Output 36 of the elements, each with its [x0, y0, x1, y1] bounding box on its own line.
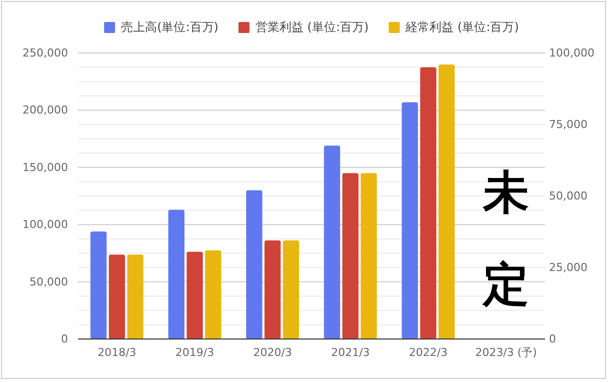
- y-tick-label: 0: [61, 332, 68, 346]
- y-tick-label: 50,000: [30, 275, 68, 288]
- bar: [342, 173, 359, 339]
- bar: [186, 252, 203, 339]
- y2-tick-label: 50,000: [549, 190, 588, 203]
- annotation: 未定: [482, 165, 530, 311]
- bar: [438, 64, 455, 339]
- legend-label: 経常利益 (単位:百万): [404, 20, 519, 34]
- legend-label: 売上高(単位:百万): [121, 20, 218, 34]
- x-tick-label: 2019/3: [175, 346, 214, 359]
- y-tick-label: 150,000: [22, 160, 68, 174]
- y2-tick-label: 25,000: [549, 261, 588, 274]
- bar: [402, 102, 418, 339]
- bar: [282, 240, 300, 339]
- bar: [205, 250, 222, 339]
- y-tick-label: 100,000: [22, 218, 68, 232]
- x-tick-label: 2022/3: [408, 346, 448, 359]
- legend-label: 営業利益 (単位:百万): [255, 20, 369, 34]
- bar: [420, 67, 436, 339]
- x-tick-label: 2023/3 (予): [475, 346, 537, 359]
- bar: [127, 254, 144, 339]
- bar: [108, 254, 126, 339]
- bar: [90, 231, 107, 339]
- bar: [264, 240, 281, 339]
- y-tick-label: 250,000: [22, 46, 68, 60]
- x-tick-label: 2020/3: [253, 346, 292, 359]
- x-tick-label: 2021/3: [331, 346, 370, 359]
- y2-tick-label: 0: [549, 332, 556, 346]
- y-tick-label: 200,000: [22, 104, 68, 117]
- bar: [324, 146, 340, 339]
- y2-tick-label: 75,000: [549, 118, 588, 132]
- bar: [168, 210, 184, 339]
- bar: [360, 173, 377, 339]
- x-tick-label: 2018/3: [98, 346, 136, 359]
- bar: [246, 190, 262, 339]
- y2-tick-label: 100,000: [549, 46, 594, 60]
